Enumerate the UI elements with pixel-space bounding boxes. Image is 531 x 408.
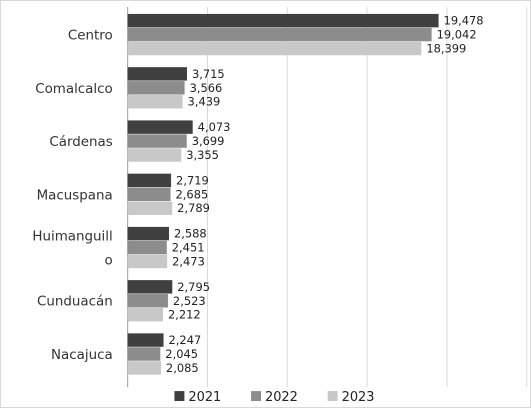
value-label: 3,566 (190, 81, 223, 95)
bar-2022 (127, 27, 432, 42)
value-label: 3,439 (188, 95, 221, 109)
value-label: 4,073 (198, 120, 231, 134)
bar-2023 (127, 307, 163, 322)
bars (127, 13, 439, 375)
bar-2022 (127, 240, 167, 255)
value-label: 2,085 (166, 361, 199, 375)
bar-2023 (127, 201, 173, 215)
legend-swatch-2022 (251, 391, 262, 402)
category-label: Nacajuca (51, 348, 113, 363)
value-label: 2,451 (172, 241, 205, 255)
category-label: Centro (68, 29, 113, 44)
category-label: Macuspana (37, 188, 113, 203)
category-label: Cunduacán (37, 294, 113, 310)
bar-2021 (127, 280, 173, 294)
legend-swatch-2021 (174, 391, 185, 402)
bar-2021 (127, 13, 439, 28)
value-label: 2,473 (172, 254, 205, 268)
bar-2022 (127, 187, 171, 202)
value-label: 3,355 (186, 148, 219, 162)
bar-2022 (127, 294, 168, 308)
value-label: 2,685 (176, 187, 209, 201)
bar-2021 (127, 226, 169, 241)
value-label: 3,715 (192, 67, 225, 81)
category-label: o (105, 253, 113, 268)
bar-2022 (127, 134, 187, 148)
bar-2023 (127, 95, 183, 109)
legend-label: 2022 (265, 390, 298, 405)
bar-2023 (127, 254, 168, 269)
legend-label: 2023 (342, 390, 375, 405)
value-label: 2,523 (173, 294, 206, 308)
bar-2021 (127, 333, 164, 347)
bar-2022 (127, 81, 185, 95)
value-label: 2,795 (177, 280, 210, 294)
value-label: 2,789 (177, 201, 210, 215)
value-label: 2,588 (174, 227, 207, 241)
bar-2023 (127, 41, 422, 56)
value-label: 18,399 (426, 41, 466, 55)
bar-2022 (127, 347, 161, 361)
bar-2023 (127, 148, 182, 162)
legend-swatch-2023 (327, 391, 338, 402)
value-labels: 19,47819,04218,3993,7153,5663,4394,0733,… (165, 14, 483, 375)
value-label: 2,247 (169, 333, 202, 347)
gridlines (127, 6, 528, 388)
value-label: 3,699 (192, 134, 225, 148)
category-label: Comalcalco (35, 82, 113, 97)
bar-2021 (127, 173, 172, 188)
value-label: 2,212 (168, 308, 201, 322)
category-label: Cárdenas (49, 134, 112, 150)
category-label: Huimanguill (32, 230, 112, 245)
bar-2021 (127, 120, 193, 134)
value-label: 19,042 (437, 28, 477, 42)
value-label: 2,719 (176, 173, 209, 187)
category-labels: Centro Comalcalco Cárdenas Macuspana Huimang… (32, 29, 112, 363)
value-label: 2,045 (165, 347, 198, 361)
bar-2021 (127, 67, 187, 81)
legend: 2021 2022 2023 (174, 390, 375, 405)
value-label: 19,478 (444, 14, 484, 28)
bar-2023 (127, 361, 161, 375)
legend-label: 2021 (188, 390, 221, 405)
